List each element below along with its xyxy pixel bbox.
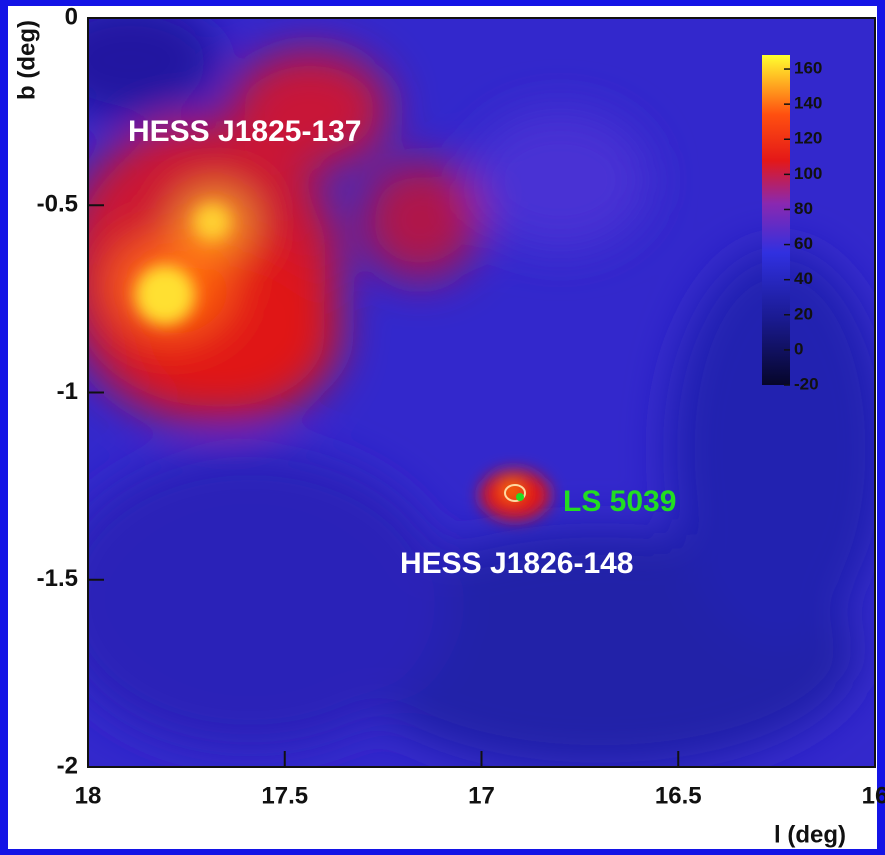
x-axis-label: l (deg)	[774, 821, 846, 848]
y-tick-label: -0.5	[37, 191, 78, 218]
colorbar-tick-label: 100	[794, 164, 822, 183]
x-tick-label: 16.5	[655, 782, 702, 809]
annotation: HESS J1825-137	[128, 115, 362, 148]
x-tick-label: 16	[862, 782, 885, 809]
y-tick-label: 0	[65, 3, 78, 30]
colorbar-tick-label: 40	[794, 269, 813, 288]
y-tick-label: -1.5	[37, 565, 78, 592]
colorbar-tick-label: 60	[794, 234, 813, 253]
colorbar-tick-label: 120	[794, 129, 822, 148]
annotation: HESS J1826-148	[400, 547, 634, 580]
y-axis-label: b (deg)	[13, 20, 40, 100]
colorbar-tick-label: 80	[794, 199, 813, 218]
colorbar-tick-label: 20	[794, 304, 813, 323]
x-tick-label: 17	[468, 782, 495, 809]
colorbar	[762, 55, 790, 385]
colorbar-tick-label: 140	[794, 94, 822, 113]
annotation: LS 5039	[563, 485, 676, 518]
x-tick-label: 17.5	[261, 782, 308, 809]
y-tick-label: -1	[57, 378, 78, 405]
y-tick-label: -2	[57, 752, 78, 779]
colorbar-tick-label: 160	[794, 59, 822, 78]
sky-map	[88, 18, 875, 767]
colorbar-tick-label: 0	[794, 339, 803, 358]
x-tick-label: 18	[75, 782, 102, 809]
colorbar-tick-label: -20	[794, 374, 819, 393]
